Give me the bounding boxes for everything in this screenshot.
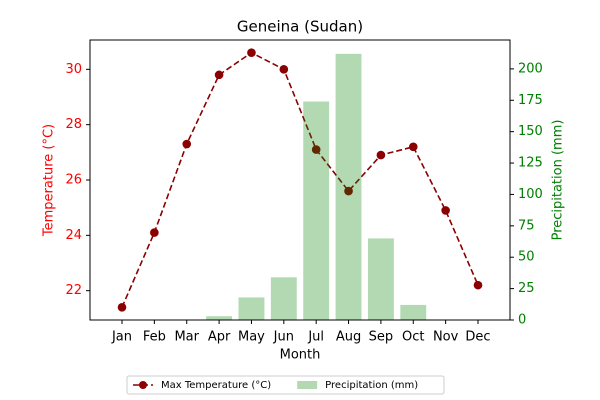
y-tick-label: 24 xyxy=(65,228,82,243)
y2-tick-label: 75 xyxy=(518,218,535,233)
legend-label: Max Temperature (°C) xyxy=(161,380,271,391)
x-tick-label: Jun xyxy=(273,330,294,345)
marker xyxy=(473,280,483,290)
y2-tick-label: 25 xyxy=(518,281,535,296)
x-tick-label: Apr xyxy=(208,330,231,345)
marker xyxy=(311,145,321,154)
marker xyxy=(214,70,224,80)
bar xyxy=(400,304,427,320)
legend-marker xyxy=(139,381,147,389)
y2-tick-label: 50 xyxy=(518,250,535,265)
x-tick-label: Dec xyxy=(465,330,490,345)
y2-axis-label: Precipitation (mm) xyxy=(551,120,566,241)
y2-tick-label: 200 xyxy=(518,61,543,76)
y2-tick-label: 175 xyxy=(518,93,543,108)
x-tick-label: May xyxy=(238,330,265,345)
y-axis-label: Temperature (°C) xyxy=(42,124,57,237)
y-tick-label: 26 xyxy=(65,173,82,188)
marker xyxy=(279,65,289,74)
marker xyxy=(344,186,353,196)
x-tick-label: Mar xyxy=(174,330,199,345)
marker xyxy=(150,228,159,237)
bar xyxy=(303,101,330,321)
legend: Max Temperature (°C) Precipitation (mm) xyxy=(126,375,445,395)
bar xyxy=(206,316,233,320)
marker xyxy=(408,142,418,152)
legend-frame xyxy=(126,375,445,395)
bar xyxy=(367,238,394,320)
marker xyxy=(117,302,127,312)
y-tick-label: 22 xyxy=(65,283,82,298)
marker xyxy=(441,206,450,215)
x-tick-label: Oct xyxy=(402,330,424,345)
y-tick-label: 28 xyxy=(65,117,82,132)
x-tick-label: Aug xyxy=(336,330,361,345)
x-tick-label: Jan xyxy=(111,330,132,345)
bar xyxy=(238,297,265,320)
x-tick-label: Feb xyxy=(143,330,166,345)
marker xyxy=(376,150,386,160)
bar xyxy=(270,277,297,320)
marker xyxy=(182,139,192,149)
line xyxy=(121,51,479,308)
marker xyxy=(247,48,256,58)
x-axis-label: Month xyxy=(280,348,321,363)
legend-swatch xyxy=(297,381,318,389)
plot-frame xyxy=(89,39,511,321)
y2-tick-label: 100 xyxy=(518,187,543,202)
y2-tick-label: 125 xyxy=(518,156,543,171)
y-tick-label: 30 xyxy=(65,62,82,77)
bar xyxy=(335,53,362,321)
y2-tick-label: 150 xyxy=(518,124,543,139)
chart-title: Geneina (Sudan) xyxy=(237,18,363,36)
x-tick-label: Sep xyxy=(369,330,394,345)
x-tick-label: Nov xyxy=(433,330,459,345)
x-tick-label: Jul xyxy=(307,330,324,345)
y2-tick-label: 0 xyxy=(518,313,526,328)
legend-label: Precipitation (mm) xyxy=(325,380,418,391)
